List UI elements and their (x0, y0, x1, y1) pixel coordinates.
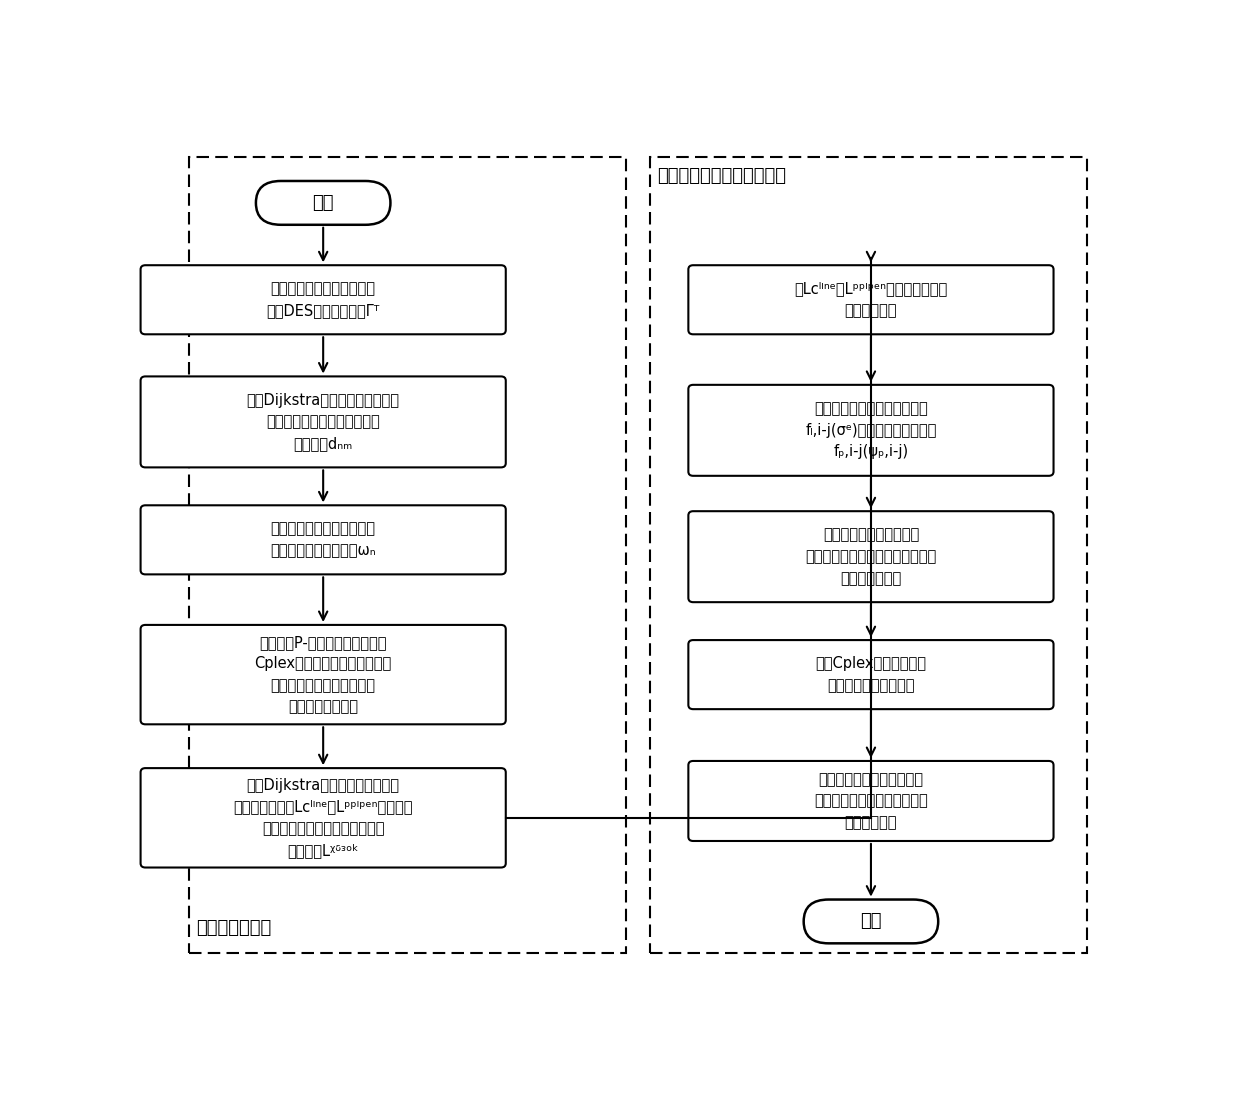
FancyBboxPatch shape (804, 899, 939, 943)
FancyBboxPatch shape (140, 265, 506, 335)
FancyBboxPatch shape (140, 768, 506, 868)
Text: 通过Dijkstra算法计算能源站间互
联管线实际长度Lᴄˡᴵⁿᵉ、Lᵖᵖᴵᵖᵉⁿ。基于各
节点用能信息计算各能源站供能
负荷大小Lᵡᵟᵌᵒᵏ: 通过Dijkstra算法计算能源站间互 联管线实际长度Lᴄˡᴵⁿᵉ、Lᵖᵖᴵᵖᵉ… (233, 778, 413, 858)
FancyBboxPatch shape (688, 265, 1054, 335)
Text: 通过Cplex算法求解上述
混合整数线性优化模型: 通过Cplex算法求解上述 混合整数线性优化模型 (816, 656, 926, 693)
Text: 开始: 开始 (312, 194, 334, 212)
Text: 结束: 结束 (861, 912, 882, 930)
FancyBboxPatch shape (688, 511, 1054, 602)
Text: 根据规划需求建立多区域
能源站互联协同设备配置规划目标
函数与约束条件: 根据规划需求建立多区域 能源站互联协同设备配置规划目标 函数与约束条件 (805, 527, 936, 585)
FancyBboxPatch shape (255, 181, 391, 224)
Text: 根据多能负荷信息，生成各
节点多能负荷权重系数ωₙ: 根据多能负荷信息，生成各 节点多能负荷权重系数ωₙ (270, 522, 376, 558)
FancyBboxPatch shape (688, 385, 1054, 476)
Text: 通过Dijkstra算法计算网络中各负
荷节点到各能源站候选位置的
最短距离dₙₘ: 通过Dijkstra算法计算网络中各负 荷节点到各能源站候选位置的 最短距离dₙ… (247, 393, 399, 451)
Text: 能源站及互联管线配置规划: 能源站及互联管线配置规划 (657, 166, 786, 185)
FancyBboxPatch shape (688, 761, 1054, 841)
Text: 结合资源禀赋与用地规划，
选择DES候选建设位置Γᵀ: 结合资源禀赋与用地规划， 选择DES候选建设位置Γᵀ (267, 281, 379, 318)
FancyBboxPatch shape (140, 625, 506, 724)
Text: 将Lᴄˡᴵⁿᵉ、Lᵖᵖᴵᵖᵉⁿ带入能源站互联
管网传输模型: 将Lᴄˡᴵⁿᵉ、Lᵖᵖᴵᵖᵉⁿ带入能源站互联 管网传输模型 (795, 281, 947, 318)
Text: 计算各类型电力线路损耗函数
fₗ,i-j(σᵉ)与热力管道损耗函数
fₚ,i-j(ψₚ,i-j): 计算各类型电力线路损耗函数 fₗ,i-j(σᵉ)与热力管道损耗函数 fₚ,i-j… (805, 401, 936, 459)
Bar (650, 156, 1087, 953)
FancyBboxPatch shape (688, 640, 1054, 709)
FancyBboxPatch shape (140, 505, 506, 574)
FancyBboxPatch shape (140, 376, 506, 467)
Text: 得到能源站、互联管线配置
规划结果以及多区域系统整体
运行优化结果: 得到能源站、互联管线配置 规划结果以及多区域系统整体 运行优化结果 (815, 772, 928, 830)
Text: 建立改进P-中位选址模型并通过
Cplex算法进行模型求解，得到
能源站选址结果及负荷归属
能源站的规划结果: 建立改进P-中位选址模型并通过 Cplex算法进行模型求解，得到 能源站选址结果… (254, 635, 392, 714)
Text: 能源站选址规划: 能源站选址规划 (196, 919, 272, 938)
Bar (188, 156, 626, 953)
